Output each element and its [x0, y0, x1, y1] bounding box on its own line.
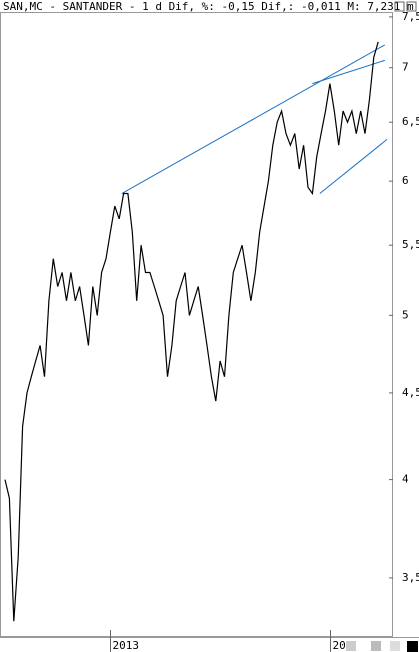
icon-color[interactable] [407, 641, 418, 652]
x-tick-label: 2013 [113, 639, 140, 652]
y-tick-label: 6,5 [402, 115, 419, 128]
icon-close[interactable] [406, 1, 417, 12]
icon-pin[interactable] [390, 641, 400, 651]
y-tick-label: 4 [402, 473, 409, 486]
x-tick-label: 20 [333, 639, 346, 652]
y-tick-label: 7 [402, 61, 409, 74]
y-tick-label: 7,5 [402, 10, 419, 23]
icon-tool[interactable] [346, 641, 356, 651]
price-line [4, 41, 379, 622]
y-tick-label: 5 [402, 308, 409, 321]
trendline [121, 44, 386, 194]
y-tick-label: 5,5 [402, 238, 419, 251]
y-tick-label: 3,5 [402, 571, 419, 584]
chart-title: SAN,MC - SANTANDER - 1 d Dif, %: -0,15 D… [3, 0, 414, 13]
plot-frame [0, 12, 393, 637]
y-tick-label: 4,5 [402, 386, 419, 399]
y-tick-label: 6 [402, 174, 409, 187]
trendline [319, 139, 388, 194]
icon-save[interactable] [371, 641, 381, 651]
icon-minimize[interactable] [394, 1, 405, 12]
